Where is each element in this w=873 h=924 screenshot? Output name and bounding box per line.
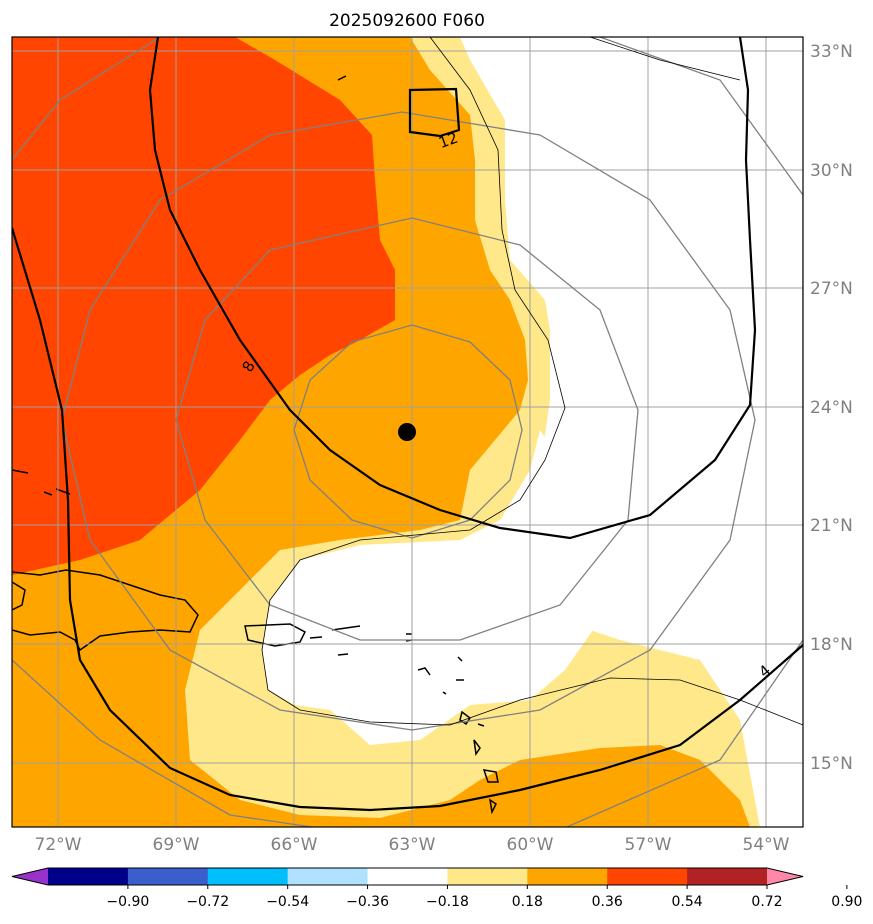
lesser-antilles [417, 656, 499, 815]
longitude-labels: 72°W 69°W 66°W 63°W 60°W 57°W 54°W [35, 835, 790, 855]
colorbar-segment [447, 868, 528, 885]
map-area: 8 12 4 [12, 37, 803, 827]
lon-label-63w: 63°W [389, 835, 436, 855]
bahamas-fragment-2 [43, 491, 53, 496]
colorbar-label: 0.36 [592, 894, 623, 910]
colorbar-segment [48, 868, 129, 885]
contour-8 [148, 37, 757, 540]
colorbar-extend-high [767, 868, 803, 885]
fill-white-caribbean [262, 430, 600, 745]
lon-label-54w: 54°W [743, 835, 790, 855]
contour-label-12: 12 [436, 129, 460, 152]
colorbar-label: 0.90 [831, 894, 862, 910]
lat-label-15n: 15°N [810, 754, 853, 774]
fill-white-northeast [460, 37, 803, 827]
latitude-labels: 33°N 30°N 27°N 24°N 21°N 18°N 15°N [810, 42, 853, 774]
colorbar-extend-low [12, 868, 48, 885]
colorbar-label: −0.72 [186, 894, 229, 910]
lat-label-27n: 27°N [810, 279, 853, 299]
bahamas-fragment-1 [12, 469, 29, 474]
thick-contours [12, 37, 803, 812]
lat-label-21n: 21°N [810, 516, 853, 536]
colorbar-segment [127, 868, 209, 885]
virgin-islands [309, 625, 361, 639]
island-small-1 [337, 653, 349, 656]
lon-label-66w: 66°W [271, 835, 318, 855]
hispaniola-coast [12, 569, 199, 652]
colorbar: −0.90 −0.72 −0.54 −0.36 −0.18 0.18 0.36 0.54 0.7… [11, 867, 862, 910]
lat-label-18n: 18°N [810, 635, 853, 655]
contour-12 [408, 87, 461, 138]
range-ring-4 [12, 37, 803, 827]
thin-contour-east [261, 37, 803, 726]
range-rings [12, 37, 803, 827]
lat-label-33n: 33°N [810, 42, 853, 62]
island-north [337, 75, 347, 81]
colorbar-segment [527, 868, 608, 885]
lat-label-30n: 30°N [810, 161, 853, 181]
plot-title: 2025092600 F060 [329, 11, 485, 31]
range-ring-3 [61, 111, 756, 731]
colorbar-label: 0.18 [512, 894, 543, 910]
colorbar-segment [287, 868, 369, 885]
range-ring-2 [175, 217, 639, 641]
contour-4 [12, 227, 803, 812]
colorbar-label: 0.54 [672, 894, 703, 910]
colorbar-segment [207, 868, 289, 885]
map-frame [11, 36, 804, 828]
range-ring-1 [293, 324, 523, 539]
colorbar-label: 0.72 [751, 894, 782, 910]
thin-contours [261, 37, 803, 726]
lat-label-24n: 24°N [810, 398, 853, 418]
colorbar-segment [687, 868, 768, 885]
puerto-rico-coast [244, 623, 306, 647]
colorbar-label: −0.90 [106, 894, 149, 910]
colorbar-label: −0.18 [426, 894, 469, 910]
colorbar-segment [607, 868, 688, 885]
storm-center-marker [398, 423, 416, 441]
cuba-coast [12, 581, 26, 611]
colorbar-label: −0.54 [266, 894, 309, 910]
lon-label-57w: 57°W [625, 835, 672, 855]
thin-contour-north [589, 37, 741, 81]
colorbar-outline [11, 867, 804, 886]
lon-label-60w: 60°W [507, 835, 554, 855]
fill-054-072 [12, 37, 395, 575]
lon-label-72w: 72°W [35, 835, 82, 855]
coastlines [12, 75, 499, 815]
colorbar-label: −0.36 [346, 894, 389, 910]
colorbar-segment [367, 868, 448, 885]
lon-label-69w: 69°W [153, 835, 200, 855]
graticule [12, 37, 803, 827]
